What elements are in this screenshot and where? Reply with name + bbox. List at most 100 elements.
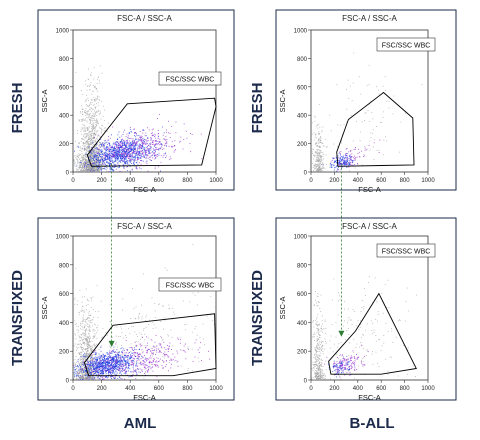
event-point [104, 143, 106, 145]
event-point [155, 148, 157, 150]
event-point [99, 357, 100, 359]
event-point [322, 142, 324, 144]
event-point [120, 154, 122, 156]
event-point [143, 273, 144, 275]
event-point [101, 150, 103, 152]
event-point [102, 160, 104, 162]
event-point [182, 300, 184, 302]
column-label-aml: AML [124, 415, 157, 432]
event-point [133, 149, 134, 151]
event-point [121, 150, 123, 152]
event-point [90, 135, 92, 136]
event-point [88, 110, 90, 112]
event-point [87, 370, 89, 371]
event-point [109, 149, 111, 151]
event-point [138, 358, 139, 360]
event-point [85, 330, 87, 331]
y-tick-label: 0 [304, 171, 308, 177]
event-point [83, 142, 84, 143]
event-point [88, 131, 90, 133]
event-point [87, 146, 89, 148]
event-point [92, 167, 93, 169]
event-point [94, 167, 96, 169]
event-point [89, 373, 91, 375]
event-point [131, 147, 133, 149]
event-point [89, 167, 90, 169]
event-point [129, 158, 131, 160]
event-point [81, 114, 83, 116]
event-point [81, 351, 83, 353]
event-point [80, 363, 82, 364]
event-point [86, 352, 88, 354]
event-point [162, 134, 164, 136]
event-point [87, 359, 89, 361]
event-point [133, 156, 134, 158]
event-point [79, 376, 81, 378]
event-point [113, 166, 115, 168]
event-point [121, 155, 123, 156]
event-point [317, 155, 318, 157]
event-point [149, 144, 151, 146]
event-point [90, 365, 92, 367]
event-point [78, 362, 79, 364]
event-point [134, 331, 136, 333]
event-point [118, 357, 120, 359]
event-point [83, 368, 84, 370]
event-point [88, 138, 90, 140]
event-point [79, 162, 80, 163]
event-point [125, 162, 126, 164]
event-point [79, 146, 81, 148]
event-point [86, 354, 88, 356]
event-point [79, 157, 81, 159]
event-point [95, 133, 97, 135]
event-point [115, 152, 117, 154]
event-point [85, 147, 87, 149]
event-point [320, 161, 322, 162]
event-point [84, 366, 86, 367]
event-point [318, 161, 319, 163]
event-point [317, 163, 319, 165]
event-point [138, 148, 140, 149]
event-point [93, 115, 95, 117]
event-point [94, 156, 96, 158]
event-point [129, 155, 131, 157]
event-point [81, 166, 83, 167]
event-point [316, 164, 317, 165]
event-point [79, 378, 81, 380]
event-point [129, 138, 131, 139]
event-point [84, 319, 86, 320]
event-point [108, 154, 110, 156]
event-point [87, 167, 89, 168]
event-point [92, 146, 94, 148]
event-point [140, 160, 142, 161]
event-point [338, 161, 340, 163]
event-point [169, 156, 171, 158]
event-point [88, 141, 90, 143]
event-point [95, 144, 97, 146]
event-point [89, 321, 91, 323]
event-point [315, 161, 317, 162]
event-point [119, 336, 121, 337]
event-point [85, 325, 87, 327]
event-point [168, 132, 170, 134]
event-point [96, 160, 98, 162]
event-point [118, 143, 120, 145]
event-point [79, 149, 81, 151]
event-point [117, 367, 119, 369]
event-point [88, 154, 89, 156]
event-point [146, 140, 148, 142]
event-point [318, 170, 319, 172]
event-point [86, 377, 87, 378]
event-point [78, 143, 80, 144]
event-point [155, 156, 157, 158]
event-point [341, 140, 342, 142]
event-point [202, 338, 204, 340]
event-point [79, 166, 81, 168]
event-point [113, 150, 115, 152]
event-point [81, 371, 83, 373]
event-point [315, 171, 317, 172]
event-point [79, 358, 81, 359]
event-point [92, 144, 94, 146]
event-point [347, 79, 349, 81]
event-point [184, 329, 186, 331]
